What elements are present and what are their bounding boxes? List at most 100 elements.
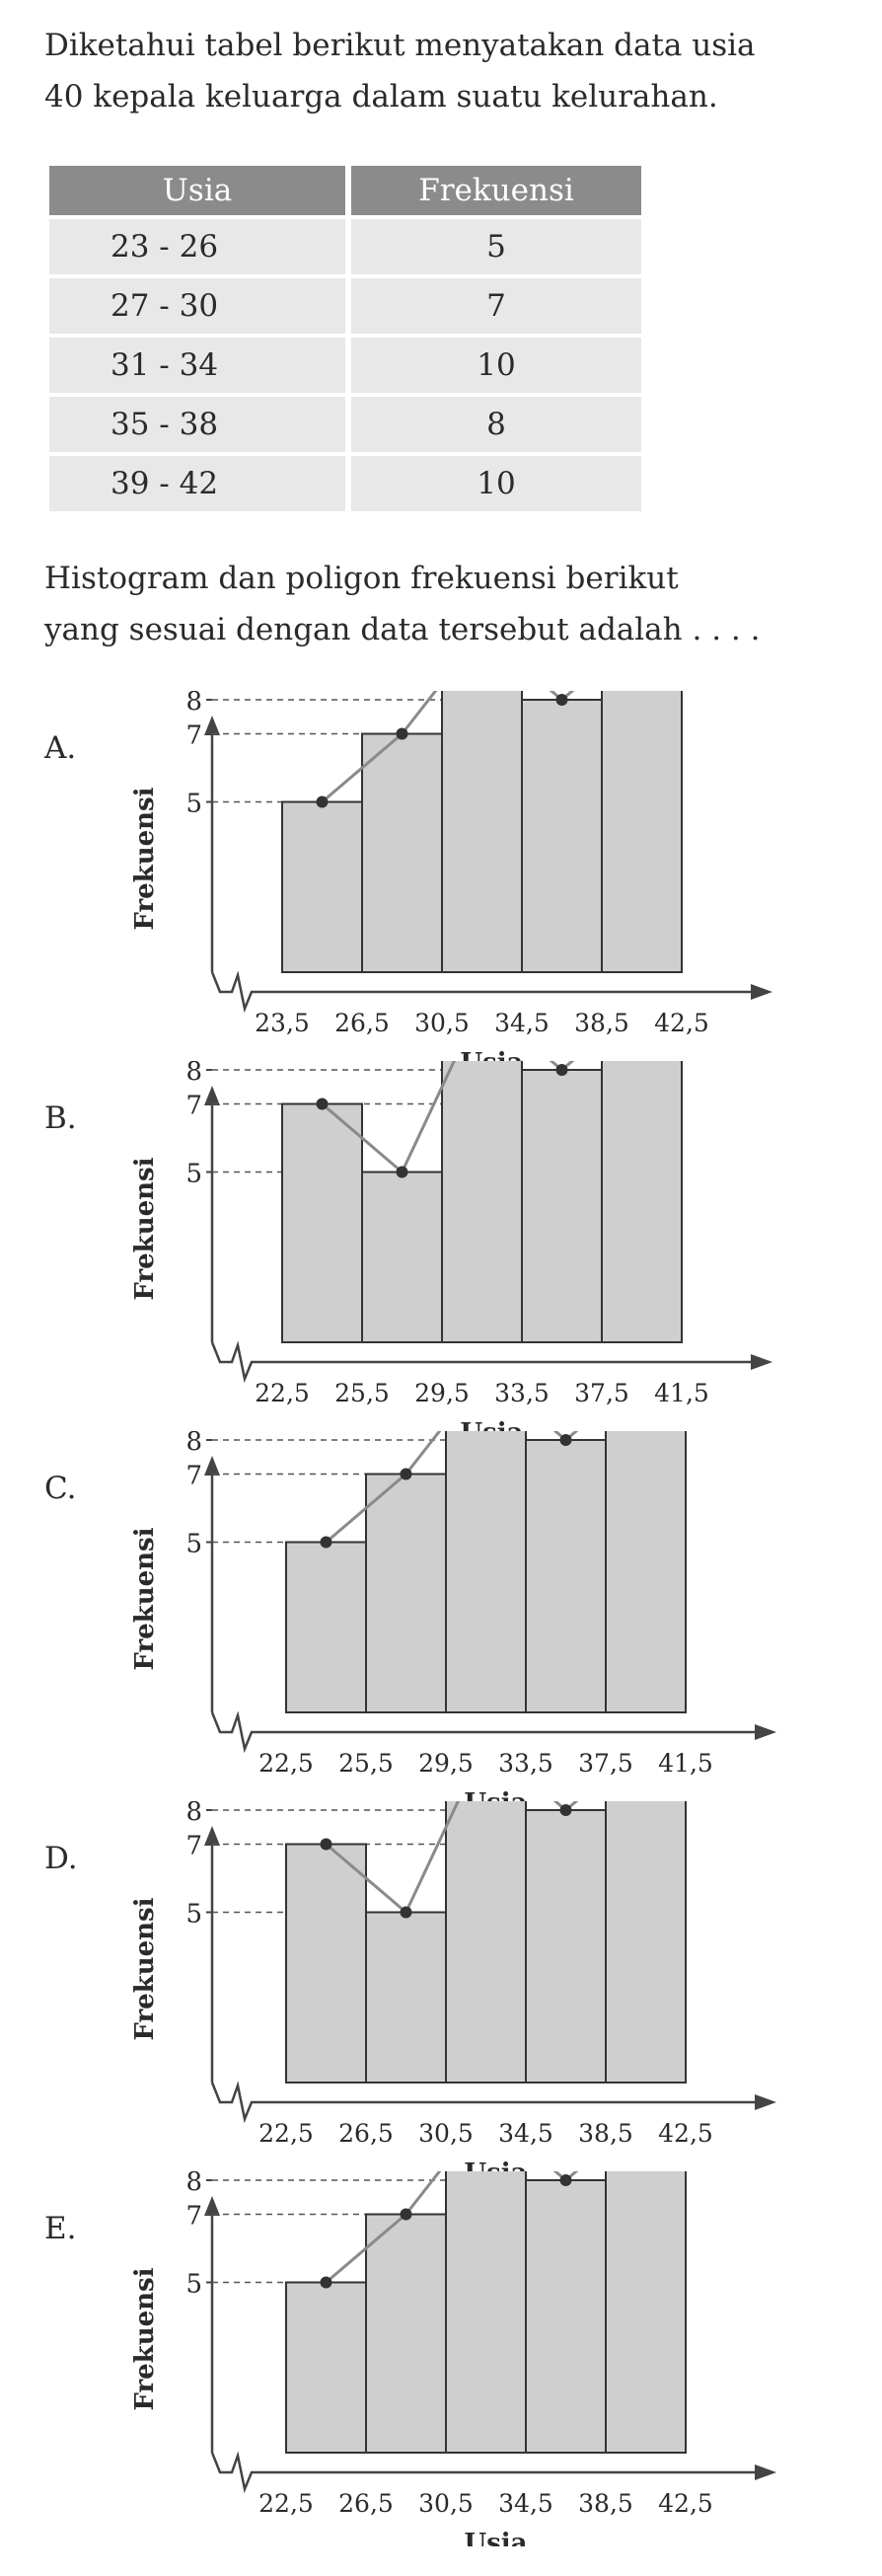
x-tick-label: 34,5: [494, 1009, 550, 1037]
x-axis: [210, 2451, 755, 2494]
polygon-point: [396, 1166, 408, 1178]
y-tick-label: 8: [185, 2171, 202, 2197]
y-axis-arrow: [204, 1456, 220, 1476]
histogram-chart-c: 5781022,525,529,533,537,541,5UsiaFrekuen…: [130, 1431, 776, 1806]
histogram-bar: [441, 691, 523, 973]
freq-cell: 8: [345, 397, 641, 452]
frequency-polygon: [321, 1061, 575, 1174]
table-row: 39 - 42 10: [49, 456, 641, 511]
header-usia: Usia: [49, 166, 345, 215]
x-tick-label: 26,5: [334, 1009, 390, 1037]
option-e[interactable]: E. 5781022,526,530,534,538,542,5UsiaFrek…: [0, 2171, 882, 2546]
x-axis-arrow: [755, 2094, 776, 2110]
option-letter: C.: [44, 1471, 77, 1506]
y-tick-label: 7: [185, 721, 202, 751]
histogram-bar: [601, 691, 683, 973]
x-axis-arrow: [755, 1724, 776, 1740]
x-tick-label: 29,5: [418, 1749, 474, 1778]
frequency-polygon: [325, 1431, 579, 1544]
header-frekuensi: Frekuensi: [345, 166, 641, 215]
histogram-bar: [285, 2281, 367, 2454]
table-row: 23 - 26 5: [49, 219, 641, 274]
age-cell: 23 - 26: [49, 219, 345, 274]
y-axis-arrow: [204, 716, 220, 735]
x-tick-label: 42,5: [658, 2489, 713, 2518]
x-axis: [210, 1340, 751, 1384]
histogram-bar: [605, 2171, 687, 2454]
frequency-polygon: [321, 691, 575, 803]
x-tick-label: 26,5: [338, 2489, 394, 2518]
table-row: 27 - 30 7: [49, 278, 641, 334]
histogram-bar: [365, 2213, 447, 2454]
histogram-bar: [441, 1061, 523, 1343]
x-tick-label: 38,5: [574, 1009, 629, 1037]
polygon-point: [400, 1468, 412, 1480]
x-tick-label: 25,5: [334, 1379, 390, 1407]
x-tick-label: 34,5: [498, 2119, 553, 2148]
freq-cell: 7: [345, 278, 641, 334]
question-text: Histogram dan poligon frekuensi berikut …: [44, 553, 863, 655]
x-axis: [210, 970, 751, 1014]
question-line-2: yang sesuai dengan data tersebut adalah …: [44, 612, 761, 647]
histogram-bar: [285, 1541, 367, 1713]
option-letter: E.: [44, 2211, 77, 2246]
y-axis-arrow: [204, 1086, 220, 1105]
y-tick-label: 7: [185, 1092, 202, 1121]
histogram-bar: [525, 2179, 607, 2454]
option-a[interactable]: A. 5781023,526,530,534,538,542,5UsiaFrek…: [0, 691, 882, 1066]
histogram-bar: [365, 1911, 447, 2084]
histogram-bar: [525, 1809, 607, 2084]
option-c[interactable]: C. 5781022,525,529,533,537,541,5UsiaFrek…: [0, 1431, 882, 1806]
x-tick-label: 34,5: [498, 2489, 553, 2518]
y-tick-label: 8: [185, 1431, 202, 1457]
histogram-chart-e: 5781022,526,530,534,538,542,5UsiaFrekuen…: [130, 2171, 776, 2546]
x-tick-label: 25,5: [338, 1749, 394, 1778]
y-tick-label: 7: [185, 2202, 202, 2232]
histogram-bar: [445, 2171, 527, 2454]
frequency-polygon: [325, 2171, 579, 2284]
polygon-point: [396, 727, 408, 740]
x-tick-label: 42,5: [658, 2119, 713, 2148]
option-d[interactable]: D. 5781022,526,530,534,538,542,5UsiaFrek…: [0, 1801, 882, 2176]
x-tick-label: 42,5: [654, 1009, 709, 1037]
x-axis-arrow: [751, 984, 772, 1000]
x-tick-label: 22,5: [255, 1379, 310, 1407]
x-tick-label: 30,5: [418, 2489, 474, 2518]
table-row: 35 - 38 8: [49, 397, 641, 452]
histogram-bar: [525, 1439, 607, 1713]
freq-cell: 10: [345, 338, 641, 393]
freq-cell: 10: [345, 456, 641, 511]
y-axis-label: Frekuensi: [130, 787, 160, 930]
y-tick-label: 5: [185, 790, 202, 819]
histogram-chart-b: 5781022,525,529,533,537,541,5UsiaFrekuen…: [130, 1061, 772, 1436]
y-axis-arrow: [204, 2196, 220, 2216]
x-tick-label: 41,5: [654, 1379, 709, 1407]
polygon-point: [320, 2276, 332, 2289]
option-letter: B.: [44, 1100, 77, 1136]
intro-line-2: 40 kepala keluarga dalam suatu kelurahan…: [44, 79, 718, 114]
x-tick-label: 23,5: [255, 1009, 310, 1037]
x-tick-label: 22,5: [258, 2489, 314, 2518]
option-b[interactable]: B. 5781022,525,529,533,537,541,5UsiaFrek…: [0, 1061, 882, 1436]
y-tick-label: 8: [185, 1801, 202, 1827]
histogram-bar: [521, 699, 603, 973]
x-axis: [210, 2081, 755, 2124]
histogram-chart-a: 5781023,526,530,534,538,542,5UsiaFrekuen…: [130, 691, 772, 1066]
x-axis-arrow: [755, 2464, 776, 2480]
y-tick-label: 8: [185, 691, 202, 717]
age-cell: 27 - 30: [49, 278, 345, 334]
y-axis-label: Frekuensi: [130, 1157, 160, 1300]
y-axis-label: Frekuensi: [130, 1897, 160, 2040]
y-axis-label: Frekuensi: [130, 2267, 160, 2410]
x-tick-label: 41,5: [658, 1749, 713, 1778]
x-tick-label: 33,5: [494, 1379, 550, 1407]
age-cell: 35 - 38: [49, 397, 345, 452]
y-tick-label: 5: [185, 1900, 202, 1930]
histogram-bar: [281, 1102, 363, 1343]
age-cell: 31 - 34: [49, 338, 345, 393]
polygon-point: [320, 1536, 332, 1549]
x-tick-label: 37,5: [574, 1379, 629, 1407]
histogram-bar: [285, 1843, 367, 2084]
option-letter: A.: [44, 730, 77, 766]
x-tick-label: 38,5: [578, 2489, 633, 2518]
